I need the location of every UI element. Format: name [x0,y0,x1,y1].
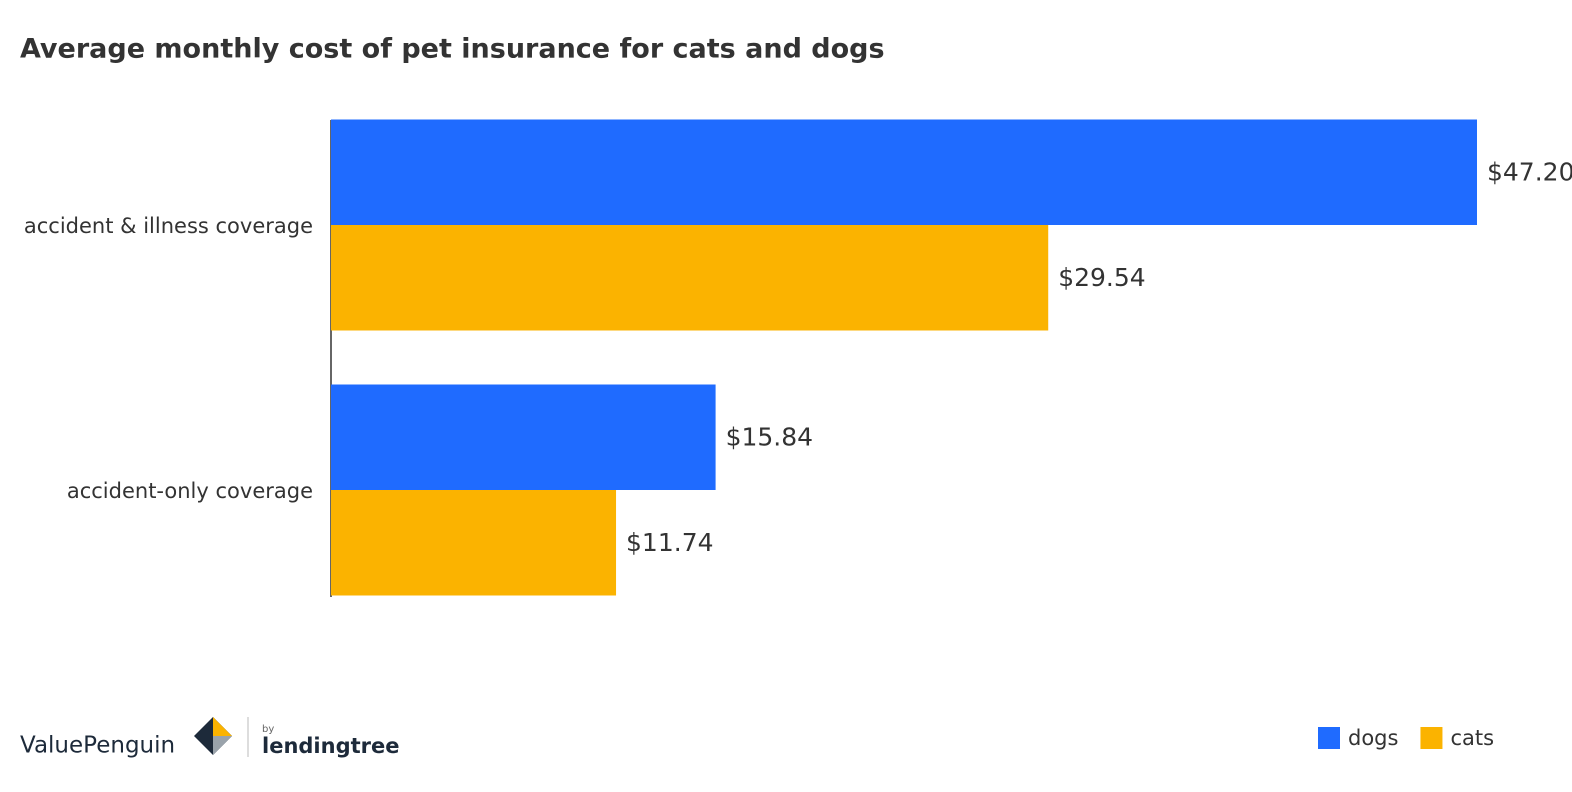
bar [331,225,1049,331]
logo-partner: lendingtree [262,734,399,758]
legend-swatch [1318,727,1340,749]
bar [331,490,617,596]
value-label: $29.54 [1058,263,1145,292]
legend-label: dogs [1348,726,1398,750]
value-label: $15.84 [726,422,813,451]
value-label: $47.20 [1487,157,1572,186]
logo-icon [194,717,232,755]
bar [331,119,1477,225]
bar [331,384,716,490]
logo-by: by [262,724,274,735]
legend-label: cats [1450,726,1494,750]
logo-brand: ValuePenguin [20,733,175,759]
y-tick-label: accident-only coverage [67,479,313,503]
value-label: $11.74 [626,528,713,557]
chart-title: Average monthly cost of pet insurance fo… [20,34,885,65]
y-tick-label: accident & illness coverage [24,214,313,238]
legend-swatch [1420,727,1443,749]
